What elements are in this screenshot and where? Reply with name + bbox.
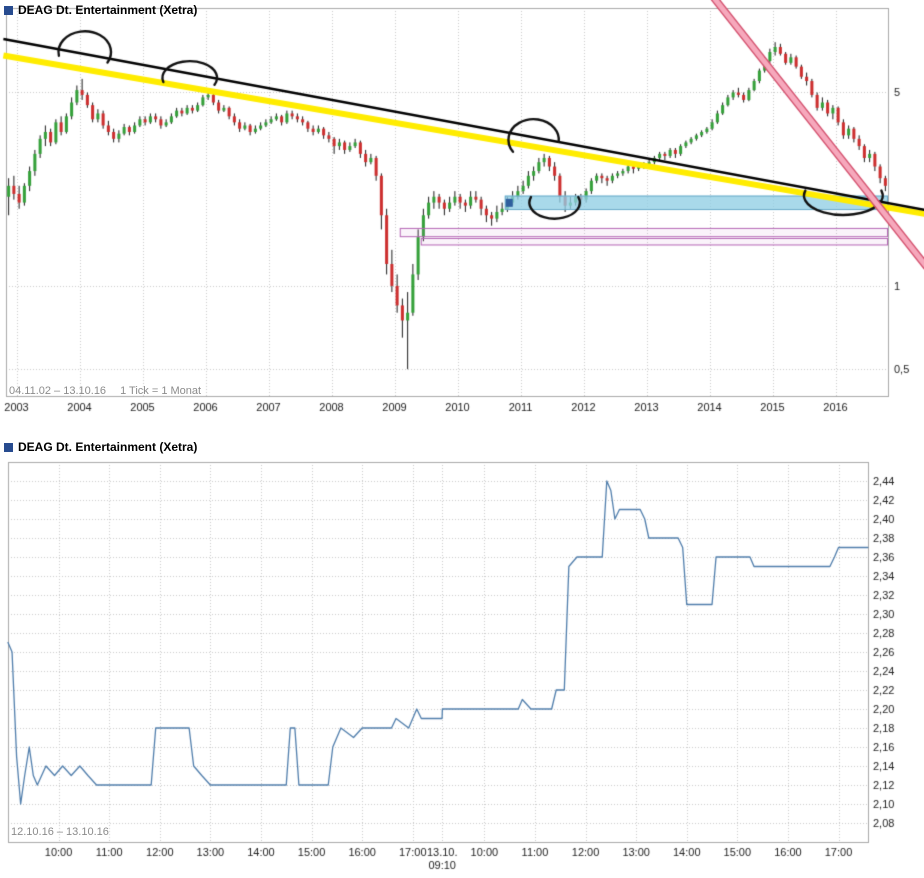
intraday-chart-footer: 12.10.16 – 13.10.16 [11,826,123,838]
monthly-chart-footer: 04.11.02 – 13.10.16 1 Tick = 1 Monat [9,385,215,397]
legend-square-icon [4,442,13,452]
period-label: 04.11.02 – 13.10.16 [9,385,107,397]
chart-title: DEAG Dt. Entertainment (Xetra) [18,3,198,17]
monthly-candlestick-chart[interactable] [0,0,924,432]
legend-square-icon [4,5,13,15]
monthly-chart-header: DEAG Dt. Entertainment (Xetra) [4,3,197,17]
monthly-chart-panel: DEAG Dt. Entertainment (Xetra) 04.11.02 … [0,0,924,432]
intraday-chart-panel: DEAG Dt. Entertainment (Xetra) 12.10.16 … [0,432,924,878]
intraday-period-label: 12.10.16 – 13.10.16 [11,826,109,838]
intraday-chart-header: DEAG Dt. Entertainment (Xetra) [4,440,197,454]
chart-title: DEAG Dt. Entertainment (Xetra) [18,440,198,454]
intraday-line-chart[interactable] [0,432,924,878]
tick-size-label: 1 Tick = 1 Monat [120,385,202,397]
